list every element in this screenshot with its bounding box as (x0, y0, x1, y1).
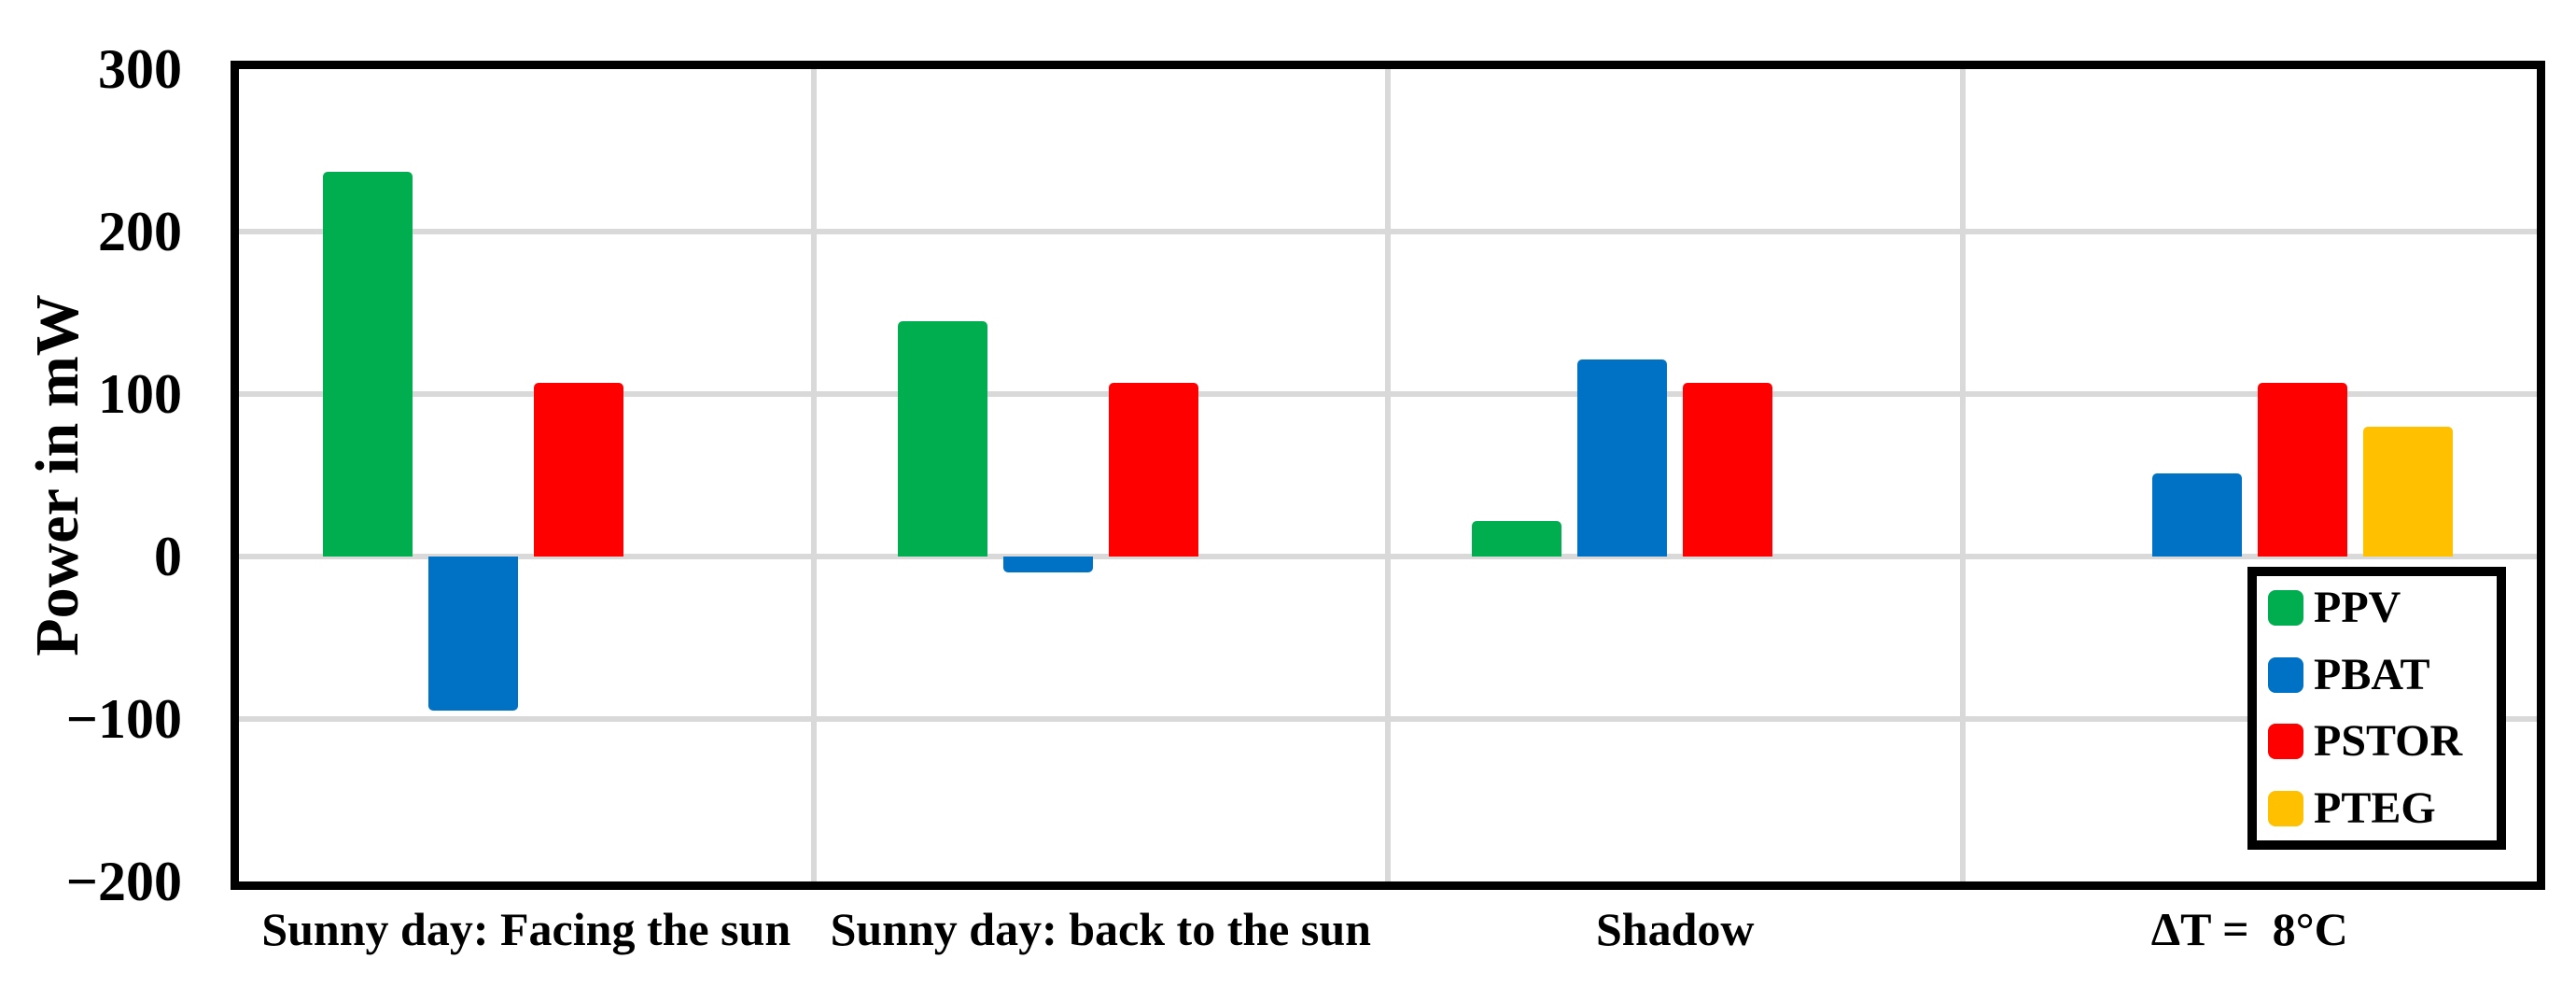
bar-pstor-category-1 (534, 382, 624, 557)
y-tick-label-200: 200 (98, 201, 182, 262)
y-tick-label-0: 0 (154, 526, 182, 587)
legend-item-pteg: PTEG (2268, 782, 2485, 833)
y-tick-label-300: 300 (98, 38, 182, 100)
legend-item-pstor: PSTOR (2268, 719, 2485, 764)
y-tick-label--100: −100 (65, 688, 182, 750)
y-axis-title: Power in mW (23, 294, 91, 656)
y-tick-label-100: 100 (98, 363, 182, 425)
legend-label-pstor: PSTOR (2314, 716, 2463, 767)
legend-swatch-pstor (2268, 724, 2303, 760)
v-gridline-1 (810, 69, 817, 881)
legend-label-pbat: PBAT (2314, 649, 2430, 699)
x-axis-label-4: ΔT = 8°C (2150, 903, 2348, 955)
bar-ppv-category-3 (1472, 520, 1562, 557)
plot-area (231, 61, 2545, 890)
v-gridline-2 (1385, 69, 1391, 881)
legend-label-ppv: PPV (2314, 583, 2401, 632)
bar-pbat-category-4 (2151, 473, 2242, 557)
bar-pteg-category-4 (2362, 426, 2453, 557)
bar-pstor-category-2 (1108, 382, 1198, 557)
x-axis-label-1: Sunny day: Facing the sun (261, 903, 791, 955)
legend-swatch-pteg (2268, 790, 2303, 826)
bar-pbat-category-3 (1577, 360, 1668, 557)
v-gridline-3 (1959, 69, 1966, 881)
bar-ppv-category-1 (323, 171, 413, 557)
legend-label-pteg: PTEG (2314, 782, 2436, 833)
legend-item-ppv: PPV (2268, 585, 2485, 630)
legend-swatch-pbat (2268, 656, 2303, 693)
legend-swatch-ppv (2268, 590, 2303, 626)
legend-item-pbat: PBAT (2268, 649, 2485, 699)
bar-pstor-category-3 (1683, 382, 1773, 557)
x-axis-label-3: Shadow (1595, 903, 1755, 955)
bar-pbat-category-2 (1002, 557, 1093, 573)
y-tick-label--200: −200 (65, 851, 182, 912)
bar-ppv-category-2 (897, 320, 987, 557)
x-axis-label-2: Sunny day: back to the sun (830, 903, 1371, 955)
bar-pstor-category-4 (2257, 382, 2347, 557)
legend: PPV PBAT PSTOR PTEG (2247, 567, 2506, 850)
bar-pbat-category-1 (428, 557, 519, 712)
